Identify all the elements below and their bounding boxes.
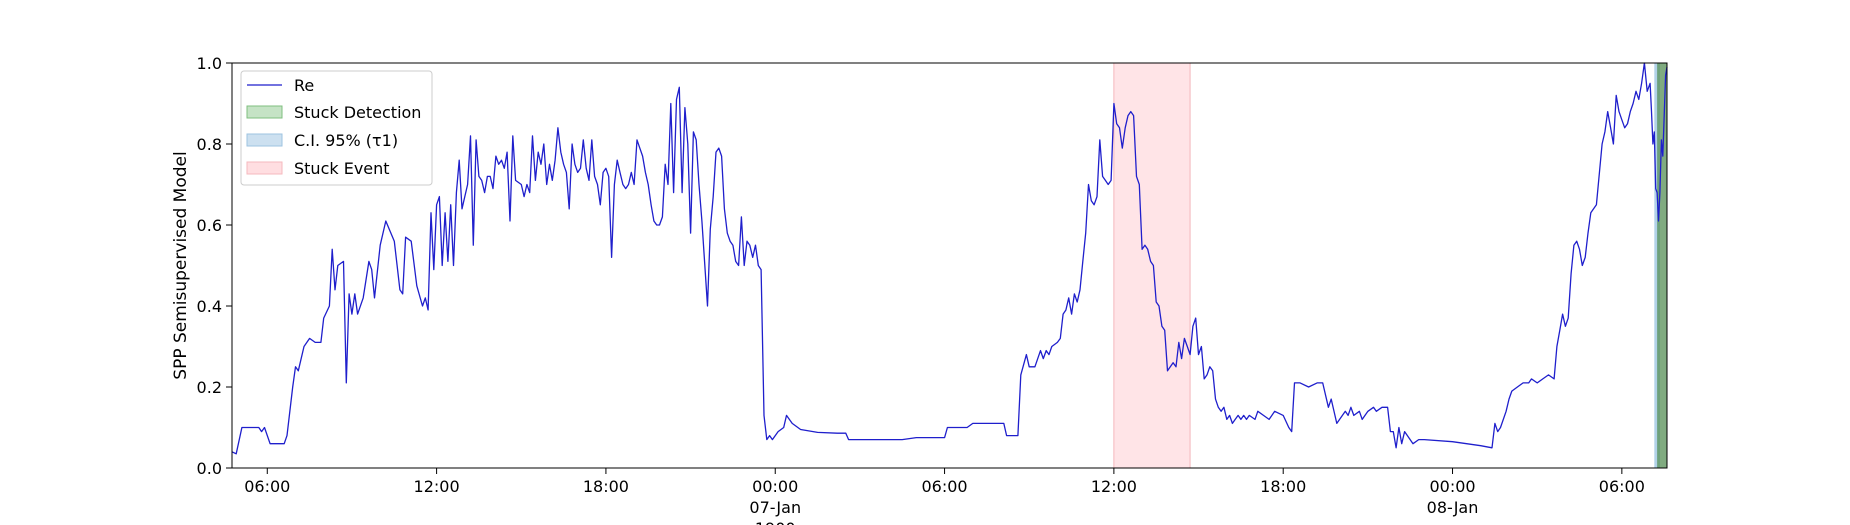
legend-label-re: Re xyxy=(294,76,314,95)
y-axis: 0.0 0.2 0.4 0.6 0.8 1.0 xyxy=(197,54,232,478)
x-tick-label: 00:00 xyxy=(752,477,798,496)
legend-box xyxy=(240,70,433,186)
x-tick-label: 00:00 xyxy=(1429,477,1475,496)
x-tick-label: 18:00 xyxy=(1260,477,1306,496)
series-line-re xyxy=(231,62,1668,455)
x-tick-label: 12:00 xyxy=(1091,477,1137,496)
legend-swatch-ci xyxy=(246,133,283,147)
y-tick-label: 0.8 xyxy=(197,135,222,154)
region-stuck-event xyxy=(1113,62,1191,469)
x-tick-label: 06:00 xyxy=(1599,477,1645,496)
shaded-regions xyxy=(1113,62,1667,469)
y-tick-label: 0.4 xyxy=(197,297,222,316)
x-tick-date-label: 07-Jan xyxy=(749,498,801,517)
legend: Re Stuck Detection C.I. 95% (τ1) Stuck E… xyxy=(240,70,433,186)
x-axis: 06:00 12:00 18:00 00:00 07-Jan 1900 06:00 12:00… xyxy=(244,468,1645,525)
legend-label-ci: C.I. 95% (τ1) xyxy=(294,131,398,150)
plot-frame xyxy=(231,62,1668,469)
series-layer xyxy=(231,62,1668,455)
legend-swatch-stuck-event xyxy=(246,161,283,175)
region-stuck-detection xyxy=(1657,63,1667,468)
legend-label-stuck-event: Stuck Event xyxy=(294,159,390,178)
y-tick-label: 0.2 xyxy=(197,378,222,397)
legend-swatch-stuck-detection xyxy=(246,105,283,119)
y-axis-label: SPP Semisupervised Model xyxy=(171,151,191,379)
legend-label-stuck-detection: Stuck Detection xyxy=(294,103,421,122)
x-tick-date-label: 08-Jan xyxy=(1427,498,1479,517)
y-tick-label: 0.6 xyxy=(197,216,222,235)
x-tick-year-label: 1900 xyxy=(755,519,796,525)
x-tick-label: 06:00 xyxy=(244,477,290,496)
x-tick-label: 18:00 xyxy=(583,477,629,496)
x-tick-label: 06:00 xyxy=(922,477,968,496)
y-tick-label: 0.0 xyxy=(197,459,222,478)
y-tick-label: 1.0 xyxy=(197,54,222,73)
x-tick-label: 12:00 xyxy=(414,477,460,496)
